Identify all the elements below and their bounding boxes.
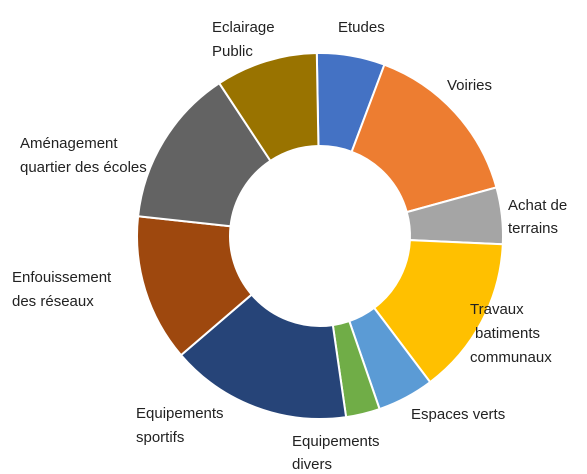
donut-slice [350,63,498,214]
slice-label: Equipements [136,405,224,422]
slice-label: Aménagement [20,135,118,152]
slice-label: Equipements [292,433,380,450]
slice-label: Voiries [447,77,492,94]
slice-label: Enfouissement [12,269,112,286]
slice-label: Travaux [470,301,524,318]
slice-label: Etudes [338,19,385,36]
donut-slice [179,293,348,420]
slice-label: sportifs [136,429,184,446]
slice-label: quartier des écoles [20,159,147,176]
slice-label: communaux [470,349,552,366]
slice-label: divers [292,456,332,473]
slice-label: batiments [475,325,540,342]
slice-label: des réseaux [12,293,94,310]
slice-label: terrains [508,220,558,237]
slice-label: Eclairage [212,19,275,36]
slice-label: Espaces verts [411,406,505,423]
slice-label: Public [212,43,253,60]
slice-label: Achat de [508,197,567,214]
donut-slice [217,52,320,163]
